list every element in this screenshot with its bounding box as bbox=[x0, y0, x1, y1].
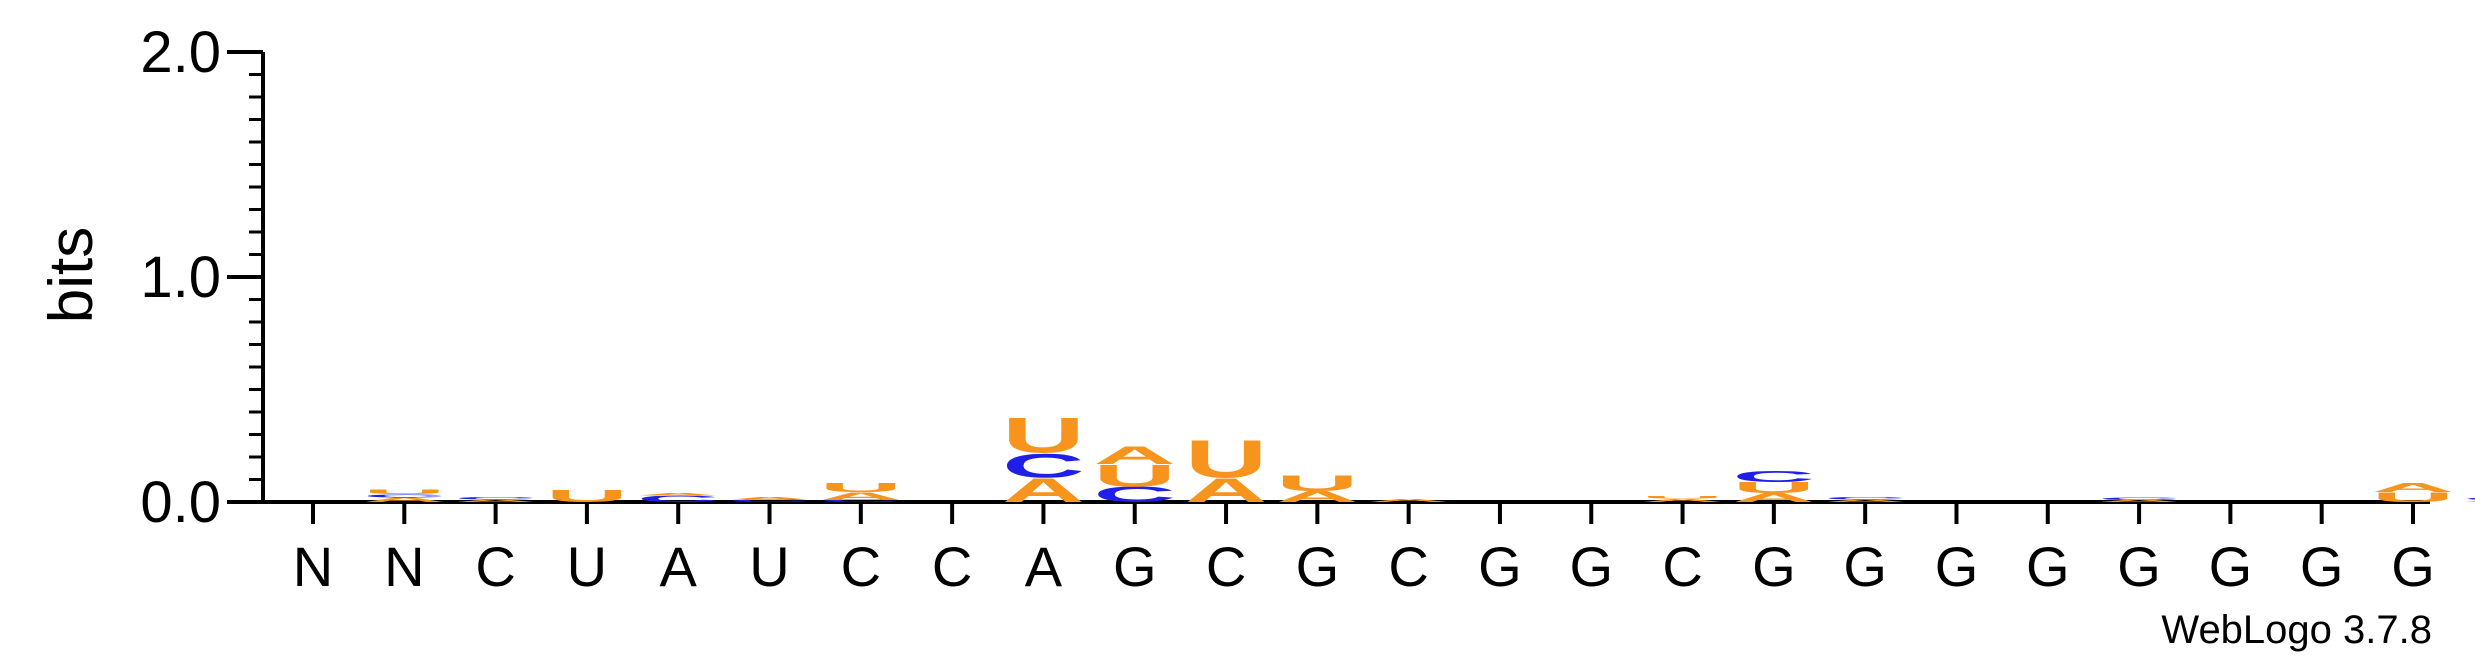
logo-letter-A: A bbox=[1094, 441, 1176, 469]
x-tick-label: C bbox=[932, 535, 972, 598]
logo-letter-C: C bbox=[363, 493, 445, 498]
y-axis-label: bits bbox=[37, 227, 106, 323]
logo-letter-U: U bbox=[1641, 496, 1723, 500]
x-tick-label: G bbox=[2300, 535, 2344, 598]
axes: 0.0 1.0 2.0 bbox=[140, 20, 2430, 535]
x-tick-label: G bbox=[1113, 535, 1157, 598]
logo-letter-C: C bbox=[1002, 446, 1084, 485]
logo-letter-A: A bbox=[728, 496, 810, 500]
x-tick-label: C bbox=[1206, 535, 1246, 598]
logo-letter-A: A bbox=[2463, 499, 2475, 503]
logo-letter-A: A bbox=[2098, 499, 2180, 503]
logo-letter-A: A bbox=[1733, 491, 1815, 505]
x-tick-label: G bbox=[2391, 535, 2435, 598]
logo-letter-C: C bbox=[820, 499, 902, 503]
x-tick-label: N bbox=[384, 535, 424, 598]
logo-letter-A: A bbox=[1276, 488, 1358, 506]
logo-letter-C: C bbox=[2463, 497, 2475, 501]
logo-letter-C: C bbox=[1733, 468, 1815, 486]
logo-letter-U: U bbox=[1276, 471, 1358, 495]
x-tick-label: C bbox=[841, 535, 881, 598]
y-tick-label: 2.0 bbox=[140, 20, 221, 85]
x-tick-label: G bbox=[1935, 535, 1979, 598]
x-tick-label: A bbox=[660, 535, 698, 598]
logo-letter-U: U bbox=[1733, 479, 1815, 497]
x-tick-label: N bbox=[293, 535, 333, 598]
logo-letter-A: A bbox=[820, 490, 902, 502]
x-tick-label: G bbox=[1569, 535, 1613, 598]
logo-letter-U: U bbox=[546, 487, 628, 506]
x-tick-label: G bbox=[2117, 535, 2161, 598]
x-tick-label: G bbox=[2209, 535, 2253, 598]
x-tick-label: C bbox=[1662, 535, 1702, 598]
logo-letter-U: U bbox=[1002, 407, 1084, 463]
logo-letter-C: C bbox=[728, 499, 810, 503]
logo-letter-C: C bbox=[637, 494, 719, 504]
y-tick-label: 0.0 bbox=[140, 470, 221, 535]
x-tick-label: G bbox=[1478, 535, 1522, 598]
x-tick-label: C bbox=[475, 535, 515, 598]
y-tick-label: 1.0 bbox=[140, 245, 221, 310]
letter-stacks: ACUACUCACACAUACUCUAAUAUAAUAUCACACUAACC bbox=[363, 407, 2475, 509]
logo-letter-A: A bbox=[637, 492, 719, 496]
logo-letter-U: U bbox=[1185, 429, 1267, 489]
logo-letter-A: A bbox=[1367, 498, 1449, 503]
x-tick-label: G bbox=[2026, 535, 2070, 598]
x-tick-label: U bbox=[567, 535, 607, 598]
logo-letter-U: U bbox=[363, 489, 445, 496]
logo-letter-A: A bbox=[1824, 499, 1906, 503]
logo-letter-C: C bbox=[454, 496, 536, 500]
logo-letter-A: A bbox=[2372, 481, 2454, 495]
x-tick-label: C bbox=[1388, 535, 1428, 598]
x-tick-label: A bbox=[1025, 535, 1063, 598]
logo-letter-U: U bbox=[1094, 458, 1176, 493]
logo-letter-U: U bbox=[820, 481, 902, 495]
weblogo-credit: WebLogo 3.7.8 bbox=[2161, 608, 2432, 652]
logo-letter-C: C bbox=[1824, 496, 1906, 500]
x-tick-label: G bbox=[1843, 535, 1887, 598]
x-tick-label: G bbox=[1296, 535, 1340, 598]
logo-letter-U: U bbox=[2372, 489, 2454, 505]
logo-letter-C: C bbox=[2098, 497, 2180, 501]
x-tick-label: U bbox=[749, 535, 789, 598]
logo-letter-A: A bbox=[363, 496, 445, 503]
logo-letter-A: A bbox=[1641, 498, 1723, 503]
logo-letter-A: A bbox=[454, 499, 536, 503]
x-tick-label: G bbox=[1752, 535, 1796, 598]
